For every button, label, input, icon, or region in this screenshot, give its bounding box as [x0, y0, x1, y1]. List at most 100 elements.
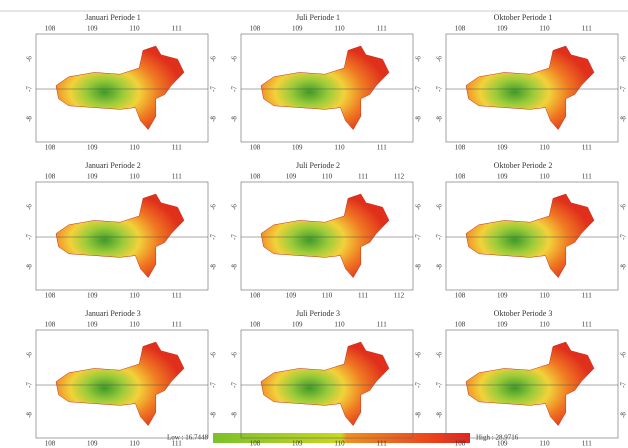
- x-tick-label: 108: [250, 292, 261, 300]
- panel-frame: [240, 329, 414, 439]
- x-tick-label: 108: [45, 321, 56, 329]
- x-tick-label: 111: [172, 292, 182, 300]
- y-tick-label: -7: [231, 86, 239, 92]
- panel-title: Juli Periode 3: [296, 309, 340, 318]
- x-tick-label: 108: [250, 144, 261, 152]
- x-tick-label: 111: [358, 173, 368, 181]
- x-tick-label: 111: [172, 173, 182, 181]
- map-region: [55, 341, 185, 427]
- x-tick-label: 112: [394, 173, 405, 181]
- panel-title: Januari Periode 3: [85, 309, 141, 318]
- panel-frame: [35, 329, 209, 439]
- y-tick-label: -6: [210, 352, 218, 358]
- panel-frame: [445, 329, 619, 439]
- map-region: [55, 45, 185, 131]
- x-tick-label: 111: [172, 144, 182, 152]
- y-tick-label: -6: [231, 204, 239, 210]
- x-tick-label: 111: [377, 25, 387, 33]
- x-tick-label: 108: [45, 440, 56, 448]
- x-tick-label: 110: [129, 173, 140, 181]
- y-tick-label: -8: [415, 116, 423, 122]
- x-tick-label: 109: [87, 173, 98, 181]
- y-tick-label: -6: [620, 352, 628, 358]
- panel-title: Januari Periode 1: [85, 13, 141, 22]
- y-tick-label: -6: [620, 56, 628, 62]
- y-tick-label: -8: [26, 412, 34, 418]
- y-tick-label: -6: [436, 204, 444, 210]
- y-tick-label: -7: [210, 382, 218, 388]
- y-tick-label: -8: [436, 412, 444, 418]
- y-tick-label: -6: [26, 56, 34, 62]
- y-tick-label: -7: [231, 234, 239, 240]
- y-tick-label: -8: [26, 116, 34, 122]
- map-region: [260, 193, 390, 279]
- x-tick-label: 109: [87, 25, 98, 33]
- x-tick-label: 111: [377, 144, 387, 152]
- map-region: [465, 193, 595, 279]
- x-tick-label: 111: [582, 321, 592, 329]
- y-tick-label: -8: [620, 116, 628, 122]
- legend-high: High : 28.9716: [476, 434, 519, 442]
- y-tick-label: -7: [210, 234, 218, 240]
- map-region: [55, 193, 185, 279]
- x-tick-label: 111: [582, 440, 592, 448]
- x-tick-label: 110: [129, 321, 140, 329]
- x-tick-label: 108: [455, 321, 466, 329]
- y-tick-label: -6: [620, 204, 628, 210]
- x-tick-label: 108: [455, 440, 466, 448]
- panel-frame: [35, 181, 209, 291]
- x-tick-label: 110: [322, 292, 333, 300]
- legend-low: Low : 16.7448: [167, 434, 209, 442]
- x-tick-label: 110: [129, 25, 140, 33]
- x-tick-label: 111: [582, 292, 592, 300]
- y-tick-label: -8: [231, 264, 239, 270]
- x-tick-label: 108: [455, 173, 466, 181]
- x-tick-label: 108: [455, 292, 466, 300]
- map-region: [465, 341, 595, 427]
- x-tick-label: 111: [582, 144, 592, 152]
- x-tick-label: 110: [334, 321, 345, 329]
- x-tick-label: 110: [129, 292, 140, 300]
- x-tick-label: 109: [497, 292, 508, 300]
- x-tick-label: 109: [497, 440, 508, 448]
- x-tick-label: 111: [582, 173, 592, 181]
- y-tick-label: -8: [436, 264, 444, 270]
- panel-frame: [35, 33, 209, 143]
- x-tick-label: 109: [286, 292, 297, 300]
- x-tick-label: 111: [172, 25, 182, 33]
- y-tick-label: -6: [415, 204, 423, 210]
- x-tick-label: 109: [497, 173, 508, 181]
- x-tick-label: 109: [292, 25, 303, 33]
- x-tick-label: 112: [394, 292, 405, 300]
- x-tick-label: 108: [250, 25, 261, 33]
- panel-frame: [445, 33, 619, 143]
- y-tick-label: -6: [436, 56, 444, 62]
- y-tick-label: -6: [415, 56, 423, 62]
- y-tick-label: -8: [620, 412, 628, 418]
- y-tick-label: -6: [231, 352, 239, 358]
- y-tick-label: -7: [620, 382, 628, 388]
- map-region: [260, 45, 390, 131]
- x-tick-label: 110: [334, 144, 345, 152]
- y-tick-label: -8: [26, 264, 34, 270]
- y-tick-label: -8: [210, 264, 218, 270]
- x-tick-label: 109: [87, 144, 98, 152]
- y-tick-label: -8: [415, 264, 423, 270]
- x-tick-label: 108: [250, 321, 261, 329]
- x-tick-label: 109: [497, 144, 508, 152]
- x-tick-label: 108: [250, 173, 261, 181]
- map-region: [465, 45, 595, 131]
- x-tick-label: 110: [539, 440, 550, 448]
- y-tick-label: -7: [415, 382, 423, 388]
- x-tick-label: 111: [172, 440, 182, 448]
- x-tick-label: 110: [129, 440, 140, 448]
- x-tick-label: 108: [45, 144, 56, 152]
- panel-title: Oktober Periode 2: [494, 161, 553, 170]
- x-tick-label: 110: [539, 173, 550, 181]
- y-tick-label: -6: [436, 352, 444, 358]
- panel-title: Juli Periode 1: [296, 13, 340, 22]
- y-tick-label: -7: [620, 234, 628, 240]
- x-tick-label: 109: [497, 321, 508, 329]
- y-tick-label: -7: [231, 382, 239, 388]
